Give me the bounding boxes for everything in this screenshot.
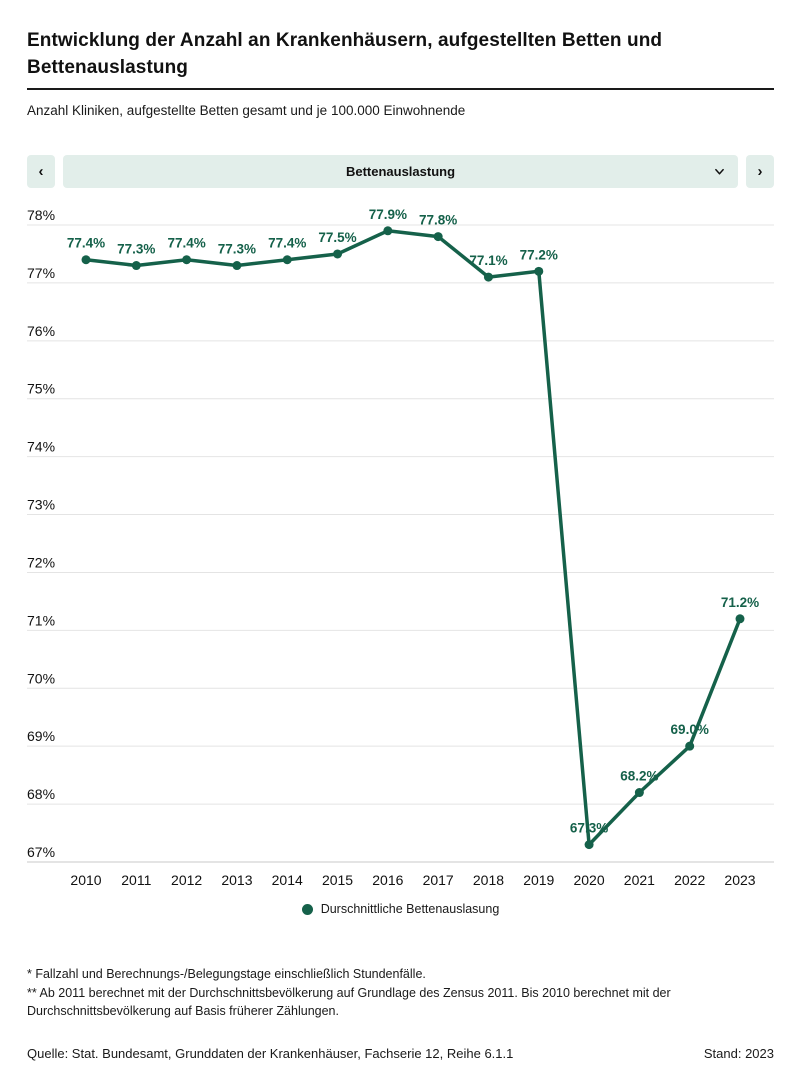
- data-line: [84, 229, 742, 847]
- chevron-left-icon: ‹: [38, 163, 44, 180]
- footnote-line: * Fallzahl und Berechnungs-/Belegungstag…: [27, 967, 426, 981]
- data-point[interactable]: [685, 741, 695, 751]
- y-tick-label: 73%: [27, 497, 55, 513]
- data-point[interactable]: [333, 249, 343, 259]
- line-chart: 78% 77% 76% 75% 74% 73% 72% 71% 70% 69% 68% 67% 2010…: [27, 207, 774, 888]
- data-point-label: 77.4%: [67, 236, 105, 251]
- y-tick-label: 77%: [27, 265, 55, 281]
- data-point[interactable]: [282, 255, 292, 265]
- y-tick-label: 68%: [27, 786, 55, 802]
- data-point[interactable]: [735, 614, 745, 624]
- data-point-label: 77.4%: [268, 236, 306, 251]
- data-point-label: 69.0%: [671, 722, 709, 737]
- x-tick-label: 2012: [171, 872, 202, 888]
- chart-area: 78% 77% 76% 75% 74% 73% 72% 71% 70% 69% 68% 67% 2010…: [27, 201, 774, 898]
- x-tick-label: 2013: [221, 872, 252, 888]
- data-point[interactable]: [182, 255, 192, 265]
- y-tick-label: 76%: [27, 323, 55, 339]
- data-point[interactable]: [81, 255, 91, 265]
- data-point-label: 77.2%: [520, 247, 558, 262]
- legend-marker-icon: [301, 903, 313, 915]
- page-subtitle: Anzahl Kliniken, aufgestellte Betten ges…: [27, 103, 466, 118]
- y-tick-label: 75%: [27, 381, 55, 397]
- data-point-label: 77.8%: [419, 213, 457, 228]
- data-point-label: 77.1%: [469, 253, 507, 268]
- x-tick-label: 2015: [322, 872, 353, 888]
- data-point[interactable]: [433, 232, 443, 242]
- x-tick-label: 2017: [423, 872, 454, 888]
- data-point[interactable]: [634, 788, 644, 798]
- y-tick-label: 72%: [27, 554, 55, 570]
- data-point-label: 77.3%: [117, 242, 155, 257]
- data-point-label: 77.9%: [369, 207, 407, 222]
- y-tick-label: 74%: [27, 439, 55, 455]
- x-tick-label: 2021: [624, 872, 655, 888]
- chart-legend: Durschnittliche Bettenauslasung: [27, 902, 774, 916]
- data-point-label: 68.2%: [620, 769, 658, 784]
- page-title: Entwicklung der Anzahl an Krankenhäusern…: [27, 30, 663, 78]
- data-point[interactable]: [383, 226, 393, 236]
- x-tick-label: 2014: [272, 872, 303, 888]
- y-tick-label: 70%: [27, 670, 55, 686]
- data-point-label: 77.5%: [318, 230, 356, 245]
- y-tick-label: 78%: [27, 207, 55, 223]
- x-tick-label: 2020: [573, 872, 604, 888]
- metric-dropdown[interactable]: Bettenauslastung: [63, 155, 738, 188]
- x-tick-label: 2019: [523, 872, 554, 888]
- y-tick-label: 69%: [27, 728, 55, 744]
- data-point[interactable]: [534, 266, 544, 276]
- x-tick-label: 2022: [674, 872, 705, 888]
- data-point-label: 77.3%: [218, 242, 256, 257]
- data-point[interactable]: [483, 272, 493, 282]
- data-point-label: 71.2%: [721, 595, 759, 610]
- data-point-label: 67.3%: [570, 821, 608, 836]
- prev-metric-button[interactable]: ‹: [27, 155, 55, 188]
- stand-text: Stand: 2023: [703, 1045, 774, 1061]
- data-point[interactable]: [131, 261, 141, 271]
- source-text: Quelle: Stat. Bundesamt, Grunddaten der …: [27, 1045, 514, 1061]
- y-tick-label: 71%: [27, 612, 55, 628]
- title-divider: [27, 88, 774, 90]
- chevron-right-icon: ›: [757, 163, 763, 180]
- x-tick-label: 2016: [372, 872, 403, 888]
- x-tick-label: 2011: [121, 872, 151, 888]
- data-point[interactable]: [584, 840, 594, 850]
- footnote-line: ** Ab 2011 berechnet mit der Durchschnit…: [27, 985, 671, 1019]
- legend-label: Durschnittliche Bettenauslasung: [320, 902, 500, 916]
- metric-selector-row: ‹ Bettenauslastung ›: [27, 155, 774, 188]
- data-point-label: 77.4%: [167, 236, 205, 251]
- x-tick-label: 2018: [473, 872, 504, 888]
- x-tick-label: 2023: [724, 872, 755, 888]
- chevron-down-icon: [715, 168, 724, 175]
- x-tick-label: 2010: [70, 872, 101, 888]
- next-metric-button[interactable]: ›: [746, 155, 774, 188]
- source-row: Quelle: Stat. Bundesamt, Grunddaten der …: [27, 1046, 774, 1061]
- metric-dropdown-label: Bettenauslastung: [345, 164, 456, 179]
- y-tick-label: 67%: [27, 844, 55, 860]
- footnotes: * Fallzahl und Berechnungs-/Belegungstag…: [27, 965, 774, 1021]
- data-point[interactable]: [232, 261, 242, 271]
